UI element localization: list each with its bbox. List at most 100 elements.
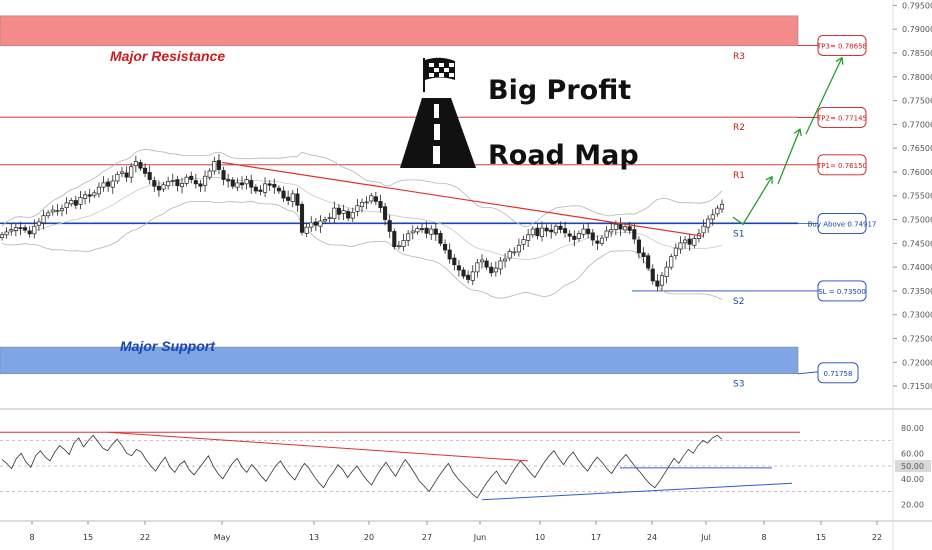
y-tick-label: 0.78500 (902, 49, 932, 58)
candle-body (415, 228, 420, 233)
candle-body (64, 202, 69, 208)
candle-body (632, 229, 637, 240)
candle-body (627, 226, 632, 231)
candle-body (710, 214, 715, 220)
candle-body (641, 252, 646, 258)
projection-leg (732, 176, 773, 226)
x-tick-label: 10 (535, 533, 545, 542)
callout-text: 0.71758 (824, 370, 853, 378)
band-lower (1, 200, 723, 300)
candle-body (281, 190, 286, 199)
resistance-trendline (221, 161, 704, 237)
candle-body (239, 182, 245, 186)
chart-subtitle: Road Map (488, 140, 639, 171)
candle-body (553, 225, 558, 234)
candle-body (27, 230, 32, 235)
y-tick-label: 0.77000 (902, 120, 932, 129)
candle-body (55, 210, 60, 212)
rsi-resistance-trendline (107, 431, 529, 462)
callout-text: TP1= 0.76150 (816, 162, 867, 170)
candle-body (544, 227, 549, 232)
callout-box (817, 154, 867, 176)
projection-leg (777, 128, 801, 185)
level-label: S1 (733, 229, 744, 239)
candle-body (276, 187, 281, 192)
candle-body (387, 220, 392, 232)
candle-body (539, 227, 545, 238)
projection-leg (805, 57, 843, 135)
candle-body (161, 184, 166, 190)
candle-body (664, 266, 669, 277)
candle-body (244, 179, 249, 185)
candle-body (272, 183, 277, 188)
candle-body (530, 228, 535, 236)
candle-body (493, 267, 498, 273)
candle-body (323, 219, 328, 222)
candle-body (313, 221, 318, 226)
candle-body (429, 228, 434, 235)
level-label: R3 (733, 52, 745, 62)
candle-body (106, 181, 111, 187)
candle-body (609, 229, 614, 233)
candle-body (512, 251, 517, 254)
zone-label: Major Resistance (110, 48, 225, 64)
candle-body (673, 247, 678, 257)
candle-body (69, 200, 74, 205)
candle-body (263, 183, 268, 193)
candle-body (184, 176, 189, 184)
candle-body (498, 260, 503, 270)
candle-body (50, 209, 55, 213)
rsi-support-trendline (481, 482, 793, 501)
rsi-tick-label: 20.00 (901, 500, 924, 509)
candle-body (650, 268, 655, 282)
candle-body (96, 186, 101, 195)
y-tick-label: 0.74500 (902, 239, 932, 248)
x-tick-label: May (214, 533, 231, 542)
title-logo (400, 57, 476, 168)
candle-body (369, 195, 374, 202)
callout-box (817, 213, 867, 234)
candle-body (378, 201, 383, 208)
candle-body (599, 237, 605, 244)
band-upper (1, 148, 723, 227)
candle-body (341, 210, 346, 214)
level-label: S2 (733, 297, 744, 307)
candle-body (461, 269, 466, 277)
candle-body (13, 227, 18, 231)
x-tick-label: 24 (647, 533, 657, 542)
rsi-axis: 80.00 60.00 50.00 40.00 20.00 (895, 424, 931, 509)
callout-box (817, 35, 867, 56)
price-axis: 0.79500 0.79000 0.78500 0.78000 0.77500 0.770… (893, 1, 932, 391)
y-tick-label: 0.71500 (902, 382, 932, 391)
candle-body (147, 172, 152, 180)
candle-body (521, 239, 526, 245)
candle-body (295, 193, 300, 206)
arrow-head (765, 175, 773, 184)
level-label: R1 (733, 171, 745, 181)
x-tick-label: Jul (700, 533, 711, 542)
candle-body (719, 203, 725, 210)
candle-body (586, 228, 591, 235)
x-tick-label: 15 (83, 533, 93, 542)
candle-body (401, 240, 406, 248)
rsi-current-badge (895, 460, 931, 472)
candle-body (484, 260, 489, 268)
zones-layer: Major Resistance Major Support (0, 15, 799, 375)
candle-body (226, 179, 231, 182)
candle-body (623, 226, 628, 231)
candle-body (309, 222, 314, 228)
arrow-head (835, 56, 844, 65)
candle-body (138, 162, 143, 169)
candle-body (466, 274, 471, 280)
callout-connector (797, 371, 819, 375)
candle-body (216, 160, 221, 170)
candle-body (36, 221, 41, 226)
candle-body (590, 232, 595, 241)
callouts-layer: TP3= 0.78658 TP2= 0.77145 TP1= 0.76150 Buy … (797, 35, 876, 384)
candle-body (646, 255, 651, 269)
candle-body (152, 180, 157, 187)
callout-box (817, 107, 867, 128)
candle-body (87, 194, 92, 197)
